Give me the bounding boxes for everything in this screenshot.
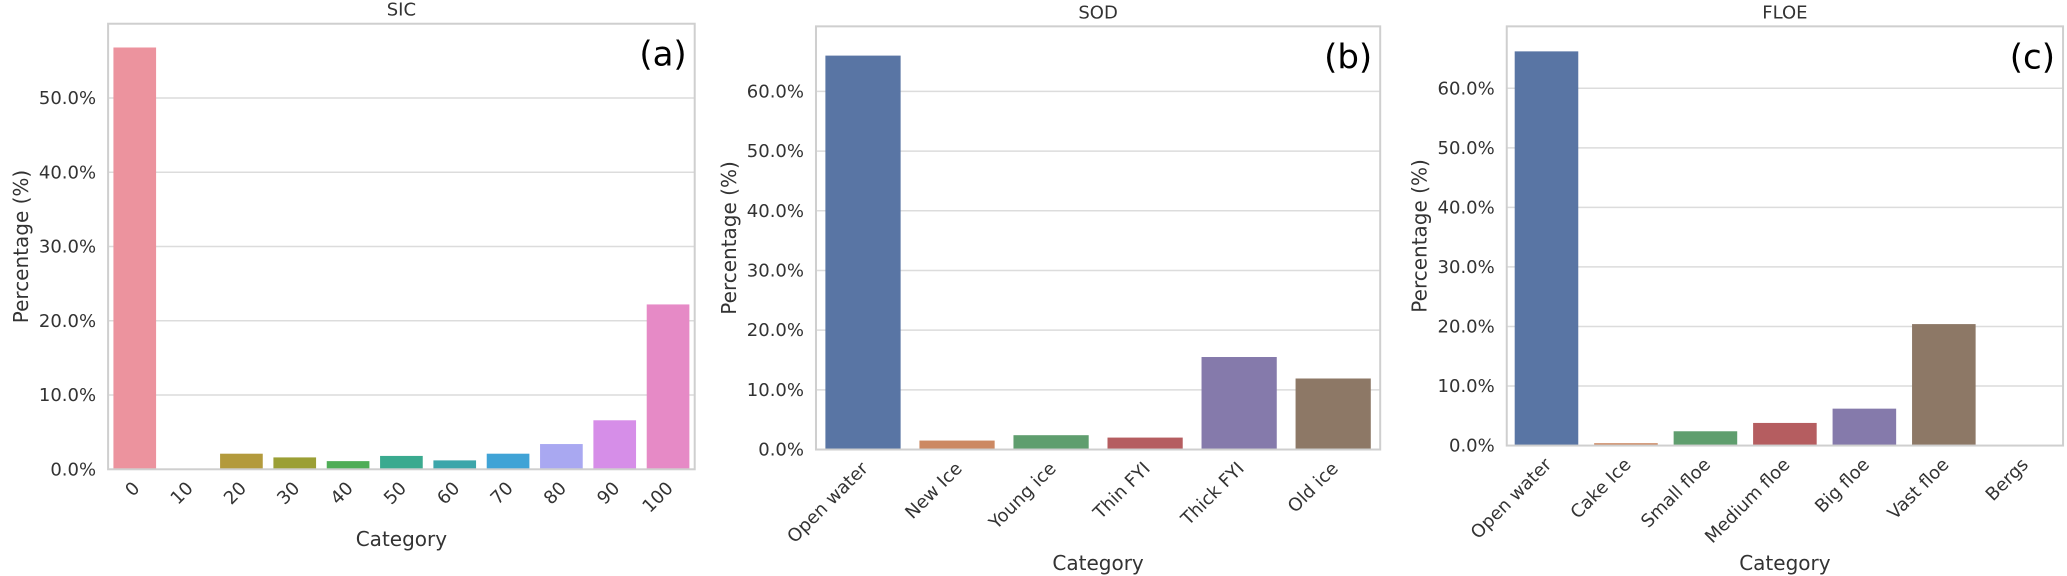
x-tick-label: 90 [593, 478, 624, 509]
chart-title: FLOE [1762, 2, 1807, 23]
x-tick-label: Open water [783, 458, 873, 548]
bar [1912, 324, 1976, 446]
y-tick-label: 30.0% [747, 260, 804, 281]
x-tick-label: Thick FYI [1176, 458, 1248, 530]
bar [1753, 422, 1817, 446]
panel-label: (a) [639, 35, 686, 75]
x-tick-label: Open water [1467, 454, 1557, 544]
x-tick-label: 60 [433, 478, 464, 509]
x-tick-label: 0 [121, 478, 144, 501]
y-tick-label: 20.0% [39, 311, 96, 332]
bar [380, 455, 423, 470]
bar [1295, 378, 1371, 450]
x-tick-label: 50 [380, 478, 411, 509]
y-tick-label: 30.0% [1438, 257, 1495, 278]
bar [220, 453, 263, 470]
panel-label: (b) [1324, 37, 1372, 77]
plot-frame [814, 25, 1382, 451]
bar [1514, 51, 1579, 446]
x-tick-label: 40 [327, 478, 358, 509]
x-tick-label: Vast floe [1884, 454, 1954, 524]
panel-label: (c) [2010, 37, 2055, 77]
x-tick-label: 70 [487, 478, 518, 509]
y-axis-label: Percentage (%) [9, 170, 33, 323]
y-tick-label: 50.0% [1438, 138, 1495, 159]
y-tick-label: 20.0% [1438, 316, 1495, 337]
y-tick-label: 30.0% [39, 237, 96, 258]
x-tick-label: Bergs [1982, 454, 2033, 505]
chart-title: SIC [387, 0, 416, 21]
x-tick-label: Medium floe [1701, 454, 1794, 547]
x-tick-label: New Ice [901, 458, 966, 523]
x-tick-label: Small floe [1637, 454, 1715, 532]
bar [1201, 357, 1277, 450]
chart-title: SOD [1078, 2, 1117, 23]
y-tick-label: 40.0% [747, 201, 804, 222]
y-tick-label: 0.0% [50, 459, 96, 480]
bar [1013, 435, 1089, 450]
y-axis-label: Percentage (%) [1408, 159, 1432, 312]
y-tick-label: 0.0% [758, 440, 804, 461]
y-tick-label: 60.0% [747, 81, 804, 102]
x-tick-label: Big floe [1811, 454, 1874, 517]
bar [919, 440, 995, 450]
bar [825, 55, 901, 450]
bar [433, 460, 477, 470]
bar [646, 304, 690, 470]
x-tick-label: Thin FYI [1089, 458, 1155, 524]
bar [1673, 431, 1738, 446]
x-axis-label: Category [1052, 551, 1144, 575]
bar [113, 47, 157, 470]
plot-frame [107, 22, 696, 471]
y-tick-label: 20.0% [747, 320, 804, 341]
y-tick-label: 40.0% [39, 162, 96, 183]
x-axis-label: Category [1739, 551, 1831, 575]
y-axis-label: Percentage (%) [717, 161, 741, 314]
bar [593, 420, 637, 470]
bar [1594, 443, 1658, 446]
bar [273, 457, 317, 470]
y-tick-label: 60.0% [1438, 78, 1495, 99]
y-tick-label: 10.0% [39, 385, 96, 406]
x-tick-label: 10 [167, 478, 198, 509]
x-tick-label: Young ice [985, 458, 1061, 534]
x-axis-label: Category [356, 527, 448, 551]
y-tick-label: 50.0% [747, 141, 804, 162]
y-tick-label: 40.0% [1438, 197, 1495, 218]
plot-frame [1505, 25, 2065, 447]
bar [1107, 437, 1183, 450]
y-tick-label: 50.0% [39, 88, 96, 109]
bar [486, 453, 530, 470]
x-tick-label: Old ice [1284, 458, 1343, 517]
bar [1832, 408, 1897, 446]
bar [540, 444, 583, 470]
y-tick-label: 0.0% [1449, 436, 1495, 457]
x-tick-label: 100 [638, 478, 677, 517]
x-tick-label: 80 [540, 478, 571, 509]
bar [326, 461, 370, 470]
y-tick-label: 10.0% [747, 380, 804, 401]
x-tick-label: Cake Ice [1567, 454, 1636, 523]
y-tick-label: 10.0% [1438, 376, 1495, 397]
x-tick-label: 20 [220, 478, 251, 509]
x-tick-label: 30 [273, 478, 304, 509]
